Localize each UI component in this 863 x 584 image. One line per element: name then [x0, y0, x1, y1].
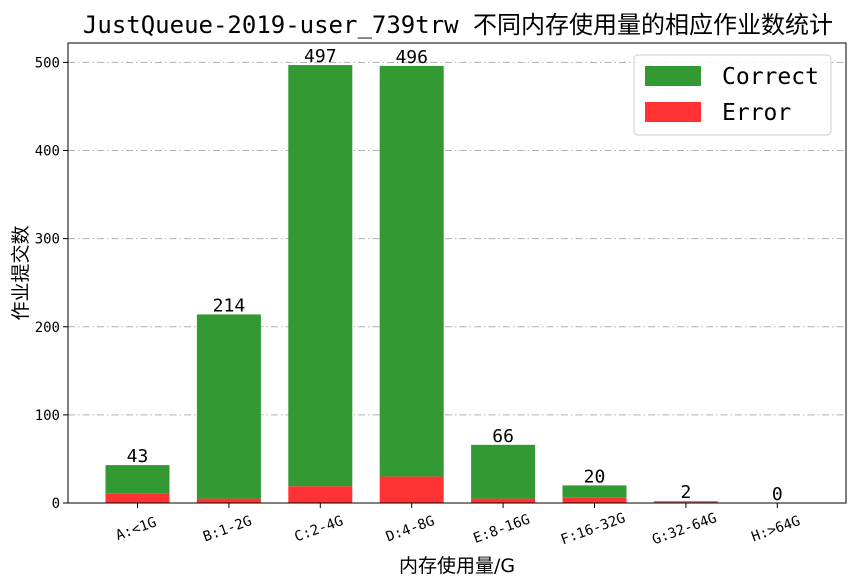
bar-error: [562, 497, 627, 503]
y-tick-label: 500: [35, 55, 60, 71]
chart-title: JustQueue-2019-user_739trw 不同内存使用量的相应作业数…: [83, 11, 833, 39]
bar-correct: [105, 465, 170, 494]
y-axis-ticks: 0 100 200 300 400 500: [35, 55, 68, 512]
data-label-total: 496: [395, 47, 428, 68]
x-tick-label: D:4-8G: [384, 513, 437, 545]
y-tick-label: 200: [35, 320, 60, 336]
x-tick-label: H:>64G: [749, 513, 802, 545]
y-tick-label: 400: [35, 144, 60, 160]
bar-correct: [379, 65, 444, 477]
bar-correct: [653, 501, 718, 503]
x-tick-label: B:1-2G: [201, 513, 254, 545]
bar-error: [196, 498, 261, 503]
data-label-total: 66: [492, 426, 514, 447]
bar-correct: [562, 485, 627, 498]
x-tick-label: F:16-32G: [559, 510, 628, 548]
legend-label-correct: Correct: [722, 64, 819, 90]
x-tick-label: E:8-16G: [471, 512, 532, 547]
bar-correct: [288, 65, 353, 487]
x-axis-label: 内存使用量/G: [399, 555, 515, 577]
plot-frame: [67, 42, 847, 504]
x-tick-label: C:2-4G: [292, 513, 345, 545]
data-label-total: 20: [584, 466, 606, 487]
data-label-total: 0: [772, 484, 783, 505]
x-axis-ticks: A:<1G B:1-2G C:2-4G D:4-8G E:8-16G F:16-32G G:…: [114, 503, 802, 548]
x-tick-label: A:<1G: [114, 515, 159, 544]
data-label-total: 214: [213, 295, 246, 316]
bar-error: [288, 486, 353, 503]
y-tick-label: 300: [35, 232, 60, 248]
x-tick-label: G:32-64G: [650, 510, 719, 548]
legend-label-error: Error: [722, 100, 791, 126]
data-label-total: 497: [304, 46, 337, 67]
y-tick-label: 0: [52, 496, 60, 512]
y-tick-label: 100: [35, 408, 60, 424]
bars: [105, 65, 718, 503]
legend: Correct Error: [633, 54, 832, 136]
y-axis-label: 作业提交数: [10, 225, 32, 320]
legend-swatch-correct: [645, 66, 701, 86]
data-label-total: 43: [127, 446, 149, 467]
bar-correct: [471, 444, 536, 499]
bar-correct: [196, 314, 261, 499]
bar-error: [379, 476, 444, 503]
bar-error: [105, 493, 170, 503]
legend-swatch-error: [645, 102, 701, 122]
bar-error: [471, 498, 536, 503]
data-label-total: 2: [680, 482, 691, 503]
